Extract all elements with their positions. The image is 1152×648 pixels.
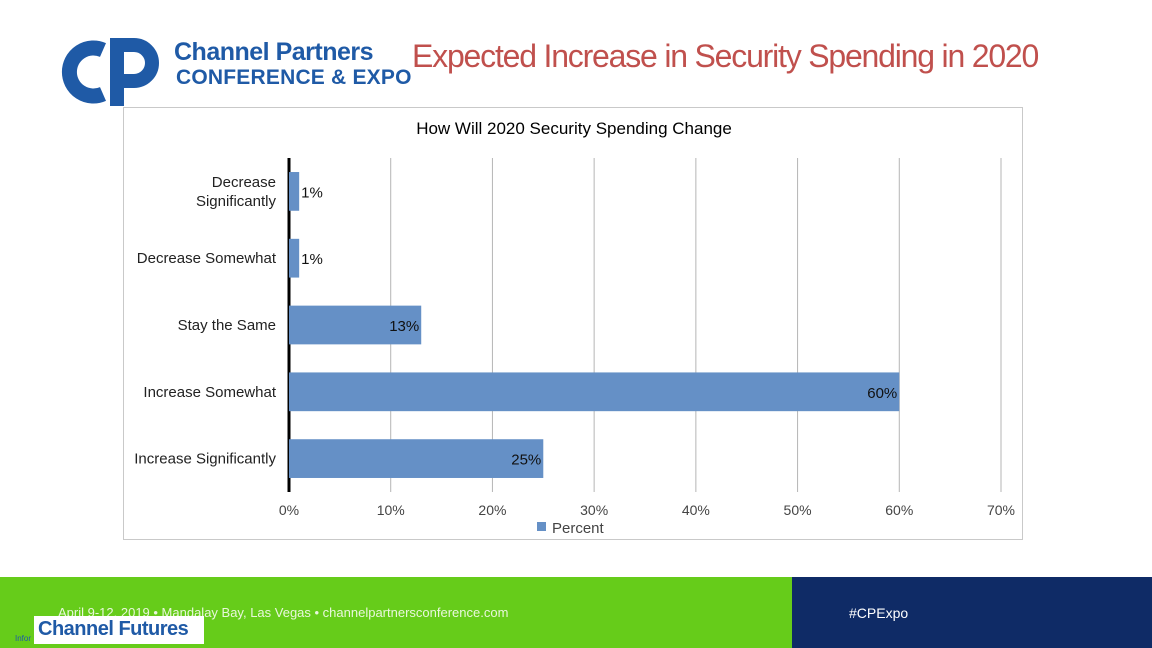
- channel-futures-logo: Channel Futures: [34, 616, 204, 644]
- data-label: 25%: [511, 452, 541, 469]
- data-label: 1%: [301, 184, 323, 201]
- data-label: 13%: [389, 318, 419, 335]
- legend-swatch: [537, 522, 546, 531]
- x-tick-label: 30%: [580, 502, 608, 518]
- brand-name: Channel Partners: [174, 38, 374, 66]
- x-tick-label: 70%: [987, 502, 1015, 518]
- corner-text: Infor: [15, 634, 32, 643]
- bar: [289, 238, 300, 278]
- x-tick-label: 40%: [682, 502, 710, 518]
- x-tick-label: 20%: [478, 502, 506, 518]
- bar: [289, 305, 422, 345]
- x-tick-label: 50%: [784, 502, 812, 518]
- category-label: Increase Significantly: [134, 451, 276, 468]
- bar: [289, 372, 900, 412]
- legend-label: Percent: [552, 520, 605, 537]
- footer-blue-band: [792, 577, 1152, 648]
- channel-partners-logo: Channel Partners CONFERENCE & EXPO: [58, 36, 411, 108]
- chart-container: How Will 2020 Security Spending Change 0%…: [123, 107, 1023, 540]
- x-tick-label: 10%: [377, 502, 405, 518]
- brand-subtitle: CONFERENCE & EXPO: [176, 66, 412, 89]
- cp-logo-icon: [61, 38, 159, 106]
- x-tick-label: 60%: [885, 502, 913, 518]
- event-hashtag: #CPExpo: [849, 605, 909, 621]
- x-tick-label: 0%: [279, 502, 299, 518]
- legend-box: [526, 515, 618, 538]
- data-label: 60%: [867, 385, 897, 402]
- channel-futures-logo-text: Channel Futures: [38, 618, 189, 640]
- category-label: Decrease: [212, 174, 276, 191]
- category-label: Decrease Somewhat: [137, 250, 277, 267]
- category-label: Significantly: [196, 193, 277, 210]
- category-label: Increase Somewhat: [143, 384, 276, 401]
- category-label: Stay the Same: [178, 317, 276, 334]
- page-title: Expected Increase in Security Spending i…: [412, 38, 1039, 74]
- bar: [289, 172, 300, 211]
- bar: [289, 439, 544, 478]
- data-label: 1%: [301, 251, 323, 268]
- bar-chart: How Will 2020 Security Spending Change 0%…: [134, 119, 1015, 538]
- chart-title: How Will 2020 Security Spending Change: [416, 119, 732, 138]
